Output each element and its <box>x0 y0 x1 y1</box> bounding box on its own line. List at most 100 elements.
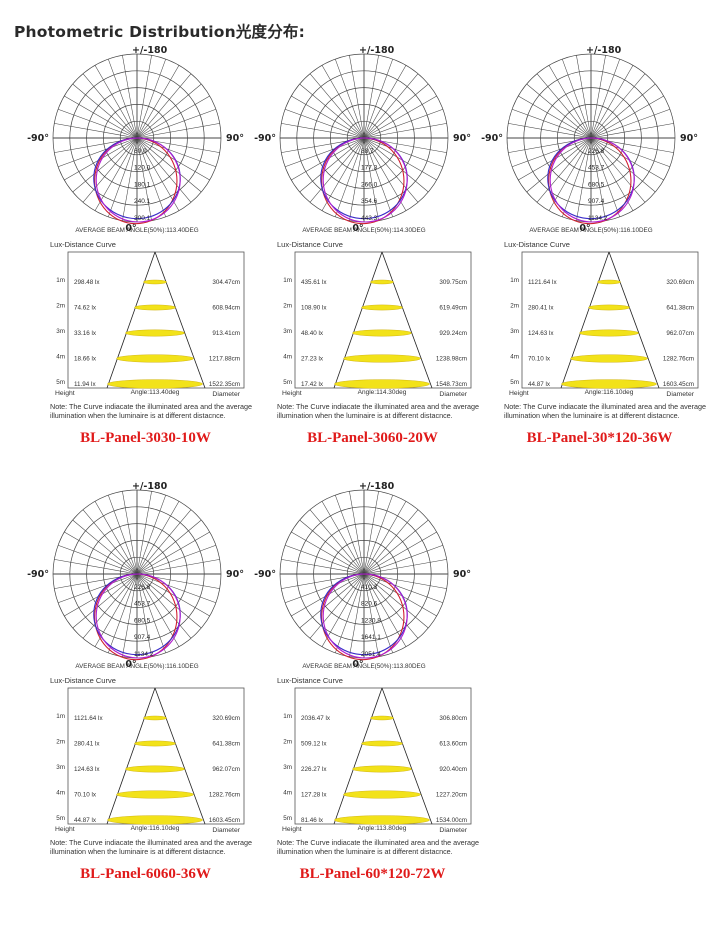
diameter-value: 962.07cm <box>666 330 694 337</box>
lux-distance-title: Lux-Distance Curve <box>50 240 116 249</box>
lux-distance-title: Lux-Distance Curve <box>50 676 116 685</box>
height-label: 3m <box>56 764 65 771</box>
height-label: 3m <box>510 328 519 335</box>
diameter-value: 320.69cm <box>212 715 240 722</box>
height-label: 4m <box>283 354 292 361</box>
curve-note: Note: The Curve indiacate the illuminate… <box>50 838 253 856</box>
diameter-value: 306.80cm <box>439 715 467 722</box>
height-label: 3m <box>283 764 292 771</box>
angle-label-left: -90° <box>254 569 276 580</box>
height-label: 2m <box>510 303 519 310</box>
polar-scale-label: 907.4 <box>588 198 605 205</box>
polar-scale-label: 60.0 <box>134 148 147 155</box>
illumination-ellipse <box>361 740 403 747</box>
curve-note: Note: The Curve indiacate the illuminate… <box>504 402 707 420</box>
height-label: 5m <box>56 815 65 822</box>
product-name: BL-Panel-3030-10W <box>80 430 211 446</box>
polar-scale-label: 1641.1 <box>361 634 381 641</box>
illumination-ellipse <box>134 304 176 311</box>
angle-label-top: +/-180 <box>359 45 395 56</box>
polar-scale-label: 680.5 <box>588 181 605 188</box>
polar-diagram: +/-180 0° -90° 90° 60.0 120.0 180.1 240.1 300.1 A… <box>27 45 244 234</box>
angle-label-bottom: 0° <box>352 223 363 234</box>
diameter-value: 1217.88cm <box>209 356 240 363</box>
illumination-ellipse <box>352 329 412 337</box>
height-label: 5m <box>283 379 292 386</box>
diameter-axis-label: Diameter <box>439 391 467 398</box>
height-label: 2m <box>56 739 65 746</box>
illumination-ellipse <box>116 790 194 799</box>
polar-scale-label: 453.7 <box>134 601 151 608</box>
product-name: BL-Panel-30*120-36W <box>526 430 673 446</box>
polar-scale-label: 354.6 <box>361 198 378 205</box>
lux-distance-chart: 1m 298.48 lx 304.47cm 2m 74.62 lx 608.94cm 3m 3… <box>55 251 245 398</box>
illumination-ellipse <box>125 329 185 337</box>
diameter-value: 1603.45cm <box>663 381 694 388</box>
height-label: 2m <box>283 303 292 310</box>
lux-value: 298.48 lx <box>74 279 100 286</box>
angle-label-bottom: 0° <box>352 659 363 670</box>
lux-value: 81.46 lx <box>301 817 324 824</box>
curve-note: Note: The Curve indiacate the illuminate… <box>277 838 480 856</box>
product-name: BL-Panel-6060-36W <box>80 866 211 882</box>
diameter-value: 1238.98cm <box>436 356 467 363</box>
height-label: 4m <box>283 790 292 797</box>
illumination-ellipse <box>343 354 421 363</box>
lux-distance-chart: 1m 2036.47 lx 306.80cm 2m 509.12 lx 613.60cm 3… <box>282 687 472 834</box>
lux-value: 127.28 lx <box>301 792 327 799</box>
lux-distance-chart: 1m 1121.64 lx 320.69cm 2m 280.41 lx 641.38cm 3… <box>509 251 699 398</box>
angle-label-right: 90° <box>453 133 471 144</box>
lux-value: 44.87 lx <box>528 381 551 388</box>
illumination-ellipse <box>125 765 185 773</box>
diameter-value: 320.69cm <box>666 279 694 286</box>
diameter-value: 913.41cm <box>212 330 240 337</box>
beam-angle-label: Angle:116.10deg <box>131 825 180 832</box>
diameter-axis-label: Diameter <box>439 827 467 834</box>
polar-scale-label: 1230.8 <box>361 617 381 624</box>
height-label: 5m <box>510 379 519 386</box>
illumination-ellipse <box>334 379 430 389</box>
lux-value: 1121.64 lx <box>528 279 557 286</box>
diameter-value: 309.75cm <box>439 279 467 286</box>
polar-diagram: +/-180 0° -90° 90° 88.7 177.3 266.0 354.6 443.3 A… <box>254 45 471 234</box>
angle-label-left: -90° <box>254 133 276 144</box>
illumination-ellipse <box>588 304 630 311</box>
lux-distance-title: Lux-Distance Curve <box>504 240 570 249</box>
illumination-ellipse <box>570 354 648 363</box>
height-label: 1m <box>56 713 65 720</box>
height-label: 1m <box>283 713 292 720</box>
angle-label-top: +/-180 <box>132 481 168 492</box>
polar-scale-label: 120.0 <box>134 165 151 172</box>
distribution-curve <box>322 573 408 659</box>
diameter-value: 608.94cm <box>212 305 240 312</box>
diameter-value: 641.38cm <box>666 305 694 312</box>
diameter-value: 1282.76cm <box>663 356 694 363</box>
polar-scale-label: 410.3 <box>361 584 378 591</box>
height-label: 2m <box>56 303 65 310</box>
height-label: 4m <box>56 354 65 361</box>
diameter-value: 1534.00cm <box>436 817 467 824</box>
polar-scale-label: 226.8 <box>134 584 151 591</box>
diameter-value: 962.07cm <box>212 766 240 773</box>
lux-value: 435.61 lx <box>301 279 327 286</box>
polar-scale-label: 1134.2 <box>588 215 608 222</box>
distribution-curve <box>322 137 408 223</box>
diameter-axis-label: Diameter <box>212 827 240 834</box>
distribution-curve <box>95 573 181 659</box>
lux-value: 44.87 lx <box>74 817 97 824</box>
diameter-axis-label: Diameter <box>666 391 694 398</box>
height-label: 1m <box>283 277 292 284</box>
lux-value: 33.16 lx <box>74 330 97 337</box>
illumination-ellipse <box>561 379 657 389</box>
polar-scale-label: 300.1 <box>134 215 151 222</box>
angle-label-right: 90° <box>453 569 471 580</box>
product-name: BL-Panel-60*120-72W <box>299 866 446 882</box>
angle-label-right: 90° <box>680 133 698 144</box>
height-label: 5m <box>56 379 65 386</box>
height-label: 4m <box>56 790 65 797</box>
polar-diagram: +/-180 0° -90° 90° 226.8 453.7 680.5 907.4 1134.… <box>27 481 244 670</box>
illumination-ellipse <box>579 329 639 337</box>
height-label: 3m <box>283 328 292 335</box>
lux-value: 124.63 lx <box>528 330 554 337</box>
polar-scale-label: 2051.4 <box>361 651 381 658</box>
